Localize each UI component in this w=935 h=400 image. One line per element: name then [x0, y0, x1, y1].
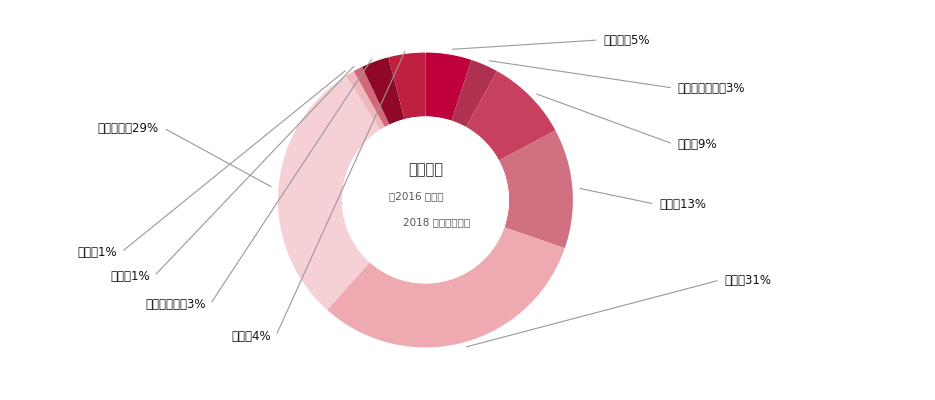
Text: 運輸・倉庫　3%: 運輸・倉庫 3% — [145, 298, 206, 310]
Text: 旅行　1%: 旅行 1% — [78, 246, 117, 258]
Text: 卸売　13%: 卸売 13% — [659, 198, 706, 210]
Polygon shape — [362, 57, 405, 125]
Text: 2018 年度卒業者）: 2018 年度卒業者） — [403, 217, 470, 227]
Polygon shape — [278, 76, 381, 310]
Text: 製造　9%: 製造 9% — [678, 138, 717, 150]
Text: 小売　31%: 小売 31% — [725, 274, 771, 286]
Polygon shape — [353, 66, 390, 128]
Polygon shape — [342, 117, 509, 283]
Polygon shape — [345, 71, 385, 130]
Polygon shape — [388, 52, 425, 120]
Text: 金融　4%: 金融 4% — [232, 330, 271, 342]
Text: （2016 年度～: （2016 年度～ — [389, 191, 443, 201]
Text: サービス　29%: サービス 29% — [98, 122, 159, 134]
Polygon shape — [466, 71, 556, 161]
Text: 建設・不動産　3%: 建設・不動産 3% — [678, 82, 745, 94]
Text: 公務員　5%: 公務員 5% — [603, 34, 650, 46]
Polygon shape — [425, 52, 471, 121]
Polygon shape — [498, 130, 573, 248]
Text: 進路実績: 進路実績 — [408, 162, 443, 178]
Polygon shape — [326, 227, 566, 348]
Polygon shape — [452, 59, 497, 128]
Text: 通信　1%: 通信 1% — [110, 270, 150, 282]
